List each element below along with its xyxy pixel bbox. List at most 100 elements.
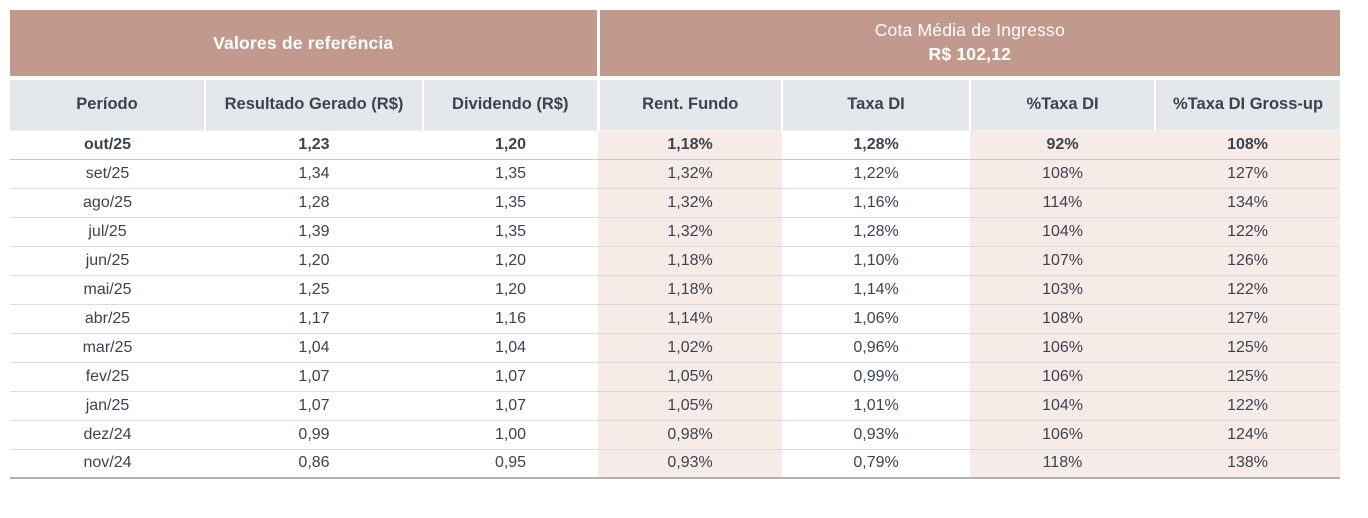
group-header-row: Valores de referência Cota Média de Ingr…	[10, 10, 1341, 80]
cell-dividendo: 1,20	[423, 275, 599, 305]
cell-pct-taxa-di-gross-up: 108%	[1155, 129, 1341, 160]
table-row: nov/24 0,86 0,95 0,93% 0,79% 118% 138%	[10, 449, 1341, 479]
cell-periodo: mar/25	[10, 333, 205, 363]
cell-periodo: jul/25	[10, 217, 205, 247]
cell-resultado-gerado: 0,99	[205, 420, 423, 450]
group-header-valores-de-referencia: Valores de referência	[10, 10, 599, 80]
table-row: set/25 1,34 1,35 1,32% 1,22% 108% 127%	[10, 159, 1341, 189]
table-row: mar/25 1,04 1,04 1,02% 0,96% 106% 125%	[10, 333, 1341, 363]
cell-pct-taxa-di: 106%	[970, 333, 1156, 363]
cell-dividendo: 1,20	[423, 129, 599, 160]
cell-pct-taxa-di-gross-up: 124%	[1155, 420, 1341, 450]
cell-taxa-di: 1,14%	[782, 275, 971, 305]
cell-pct-taxa-di: 104%	[970, 217, 1156, 247]
cell-dividendo: 1,00	[423, 420, 599, 450]
table-row: mai/25 1,25 1,20 1,18% 1,14% 103% 122%	[10, 275, 1341, 305]
cell-pct-taxa-di-gross-up: 126%	[1155, 246, 1341, 276]
cell-resultado-gerado: 1,25	[205, 275, 423, 305]
cell-taxa-di: 1,10%	[782, 246, 971, 276]
cota-media-label: Cota Média de Ingresso	[874, 20, 1065, 41]
cell-dividendo: 1,35	[423, 188, 599, 218]
cell-resultado-gerado: 1,07	[205, 362, 423, 392]
cell-pct-taxa-di: 114%	[970, 188, 1156, 218]
cell-pct-taxa-di: 103%	[970, 275, 1156, 305]
cell-dividendo: 0,95	[423, 449, 599, 479]
cell-rent-fundo: 1,18%	[598, 129, 783, 160]
cell-taxa-di: 1,28%	[782, 217, 971, 247]
cell-rent-fundo: 0,98%	[598, 420, 783, 450]
cell-pct-taxa-di: 92%	[970, 129, 1156, 160]
cell-pct-taxa-di-gross-up: 125%	[1155, 362, 1341, 392]
table-row: out/25 1,23 1,20 1,18% 1,28% 92% 108%	[10, 129, 1341, 160]
cell-rent-fundo: 1,18%	[598, 275, 783, 305]
cell-rent-fundo: 1,14%	[598, 304, 783, 334]
cell-taxa-di: 0,96%	[782, 333, 971, 363]
cell-periodo: dez/24	[10, 420, 205, 450]
table-row: dez/24 0,99 1,00 0,98% 0,93% 106% 124%	[10, 420, 1341, 450]
group-header-cota-media-de-ingresso: Cota Média de Ingresso R$ 102,12	[596, 10, 1341, 80]
cell-dividendo: 1,20	[423, 246, 599, 276]
cell-rent-fundo: 1,05%	[598, 391, 783, 421]
cell-periodo: fev/25	[10, 362, 205, 392]
cell-rent-fundo: 1,02%	[598, 333, 783, 363]
cell-dividendo: 1,04	[423, 333, 599, 363]
cell-taxa-di: 1,01%	[782, 391, 971, 421]
column-header-dividendo: Dividendo (R$)	[421, 78, 599, 130]
cell-periodo: abr/25	[10, 304, 205, 334]
cell-periodo: set/25	[10, 159, 205, 189]
table-header: Valores de referência Cota Média de Ingr…	[10, 10, 1341, 130]
cell-rent-fundo: 1,18%	[598, 246, 783, 276]
cell-periodo: mai/25	[10, 275, 205, 305]
cell-taxa-di: 1,06%	[782, 304, 971, 334]
table-row: ago/25 1,28 1,35 1,32% 1,16% 114% 134%	[10, 188, 1341, 218]
column-header-taxa-di: Taxa DI	[781, 78, 971, 130]
cell-taxa-di: 1,22%	[782, 159, 971, 189]
cell-pct-taxa-di-gross-up: 138%	[1155, 449, 1341, 479]
cell-pct-taxa-di: 104%	[970, 391, 1156, 421]
cell-periodo: out/25	[10, 129, 205, 160]
column-header-periodo: Período	[10, 78, 205, 130]
cell-periodo: jun/25	[10, 246, 205, 276]
cell-resultado-gerado: 1,04	[205, 333, 423, 363]
cell-resultado-gerado: 1,20	[205, 246, 423, 276]
cell-rent-fundo: 1,32%	[598, 217, 783, 247]
cell-rent-fundo: 1,05%	[598, 362, 783, 392]
cell-rent-fundo: 1,32%	[598, 159, 783, 189]
cell-pct-taxa-di-gross-up: 122%	[1155, 275, 1341, 305]
cell-pct-taxa-di-gross-up: 122%	[1155, 217, 1341, 247]
column-header-row: Período Resultado Gerado (R$) Dividendo …	[10, 78, 1341, 130]
column-header-rent-fundo: Rent. Fundo	[596, 78, 783, 130]
cell-resultado-gerado: 1,07	[205, 391, 423, 421]
cell-pct-taxa-di-gross-up: 127%	[1155, 304, 1341, 334]
cell-rent-fundo: 1,32%	[598, 188, 783, 218]
cell-periodo: ago/25	[10, 188, 205, 218]
cell-dividendo: 1,07	[423, 362, 599, 392]
cell-pct-taxa-di: 108%	[970, 159, 1156, 189]
cell-pct-taxa-di: 106%	[970, 362, 1156, 392]
table-body: out/25 1,23 1,20 1,18% 1,28% 92% 108% set/25 1,3…	[10, 129, 1341, 479]
cell-dividendo: 1,35	[423, 217, 599, 247]
cell-resultado-gerado: 1,17	[205, 304, 423, 334]
table-row: jan/25 1,07 1,07 1,05% 1,01% 104% 122%	[10, 391, 1341, 421]
reference-values-table-container: Valores de referência Cota Média de Ingr…	[10, 10, 1341, 479]
cell-taxa-di: 0,93%	[782, 420, 971, 450]
cell-pct-taxa-di: 106%	[970, 420, 1156, 450]
cell-pct-taxa-di-gross-up: 134%	[1155, 188, 1341, 218]
cell-dividendo: 1,35	[423, 159, 599, 189]
cell-pct-taxa-di-gross-up: 122%	[1155, 391, 1341, 421]
table-row: jul/25 1,39 1,35 1,32% 1,28% 104% 122%	[10, 217, 1341, 247]
column-header-pct-taxa-di-gross-up: %Taxa DI Gross-up	[1154, 78, 1341, 130]
cell-pct-taxa-di: 107%	[970, 246, 1156, 276]
column-header-resultado-gerado: Resultado Gerado (R$)	[204, 78, 423, 130]
cell-resultado-gerado: 0,86	[205, 449, 423, 479]
cell-taxa-di: 0,99%	[782, 362, 971, 392]
cell-dividendo: 1,07	[423, 391, 599, 421]
reference-values-table: Valores de referência Cota Média de Ingr…	[10, 10, 1341, 479]
cell-taxa-di: 0,79%	[782, 449, 971, 479]
cota-media-value: R$ 102,12	[928, 44, 1012, 64]
cell-pct-taxa-di-gross-up: 127%	[1155, 159, 1341, 189]
cell-resultado-gerado: 1,39	[205, 217, 423, 247]
cell-resultado-gerado: 1,28	[205, 188, 423, 218]
cell-pct-taxa-di-gross-up: 125%	[1155, 333, 1341, 363]
table-row: jun/25 1,20 1,20 1,18% 1,10% 107% 126%	[10, 246, 1341, 276]
